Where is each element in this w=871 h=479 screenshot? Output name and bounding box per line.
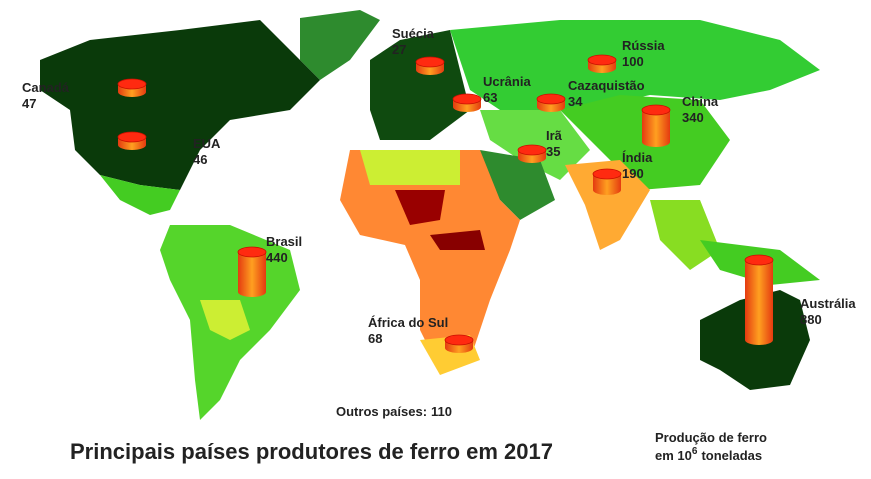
coin-bottom (238, 263, 266, 273)
coin-bottom (238, 279, 266, 289)
coin-bottom (745, 271, 773, 281)
coin-bottom (588, 63, 616, 73)
coin-bottom (745, 311, 773, 321)
note-prefix: em 10 (655, 448, 692, 463)
coin-stack (452, 93, 482, 112)
coin-bottom (745, 263, 773, 273)
coin-top (444, 334, 474, 346)
coin-stack (444, 334, 474, 353)
country-value: 46 (193, 152, 207, 167)
note-line2: em 106 toneladas (655, 446, 762, 463)
country-name: EUA (193, 136, 221, 151)
coin-bottom (453, 102, 481, 112)
coin-bottom (593, 177, 621, 187)
coin-bottom (118, 140, 146, 150)
coin-top (536, 93, 566, 105)
country-value: 440 (266, 250, 288, 265)
country-value: 34 (568, 94, 583, 109)
coin-top (117, 78, 147, 90)
coin-bottom (745, 319, 773, 329)
others-value: 110 (431, 404, 452, 419)
coin-bottom (642, 129, 670, 139)
country-name: Austrália (800, 296, 856, 311)
coin-bottom (518, 153, 546, 163)
country-value: 47 (22, 96, 36, 111)
coin-stack (641, 104, 671, 147)
others-label: Outros países: (336, 404, 427, 419)
coin-bottom (745, 287, 773, 297)
country-name: Ucrânia (483, 74, 531, 89)
coin-top (415, 56, 445, 68)
coin-bottom (416, 65, 444, 75)
coin-bottom (238, 255, 266, 265)
country-name: Suécia (392, 26, 435, 41)
coin-top (744, 254, 774, 266)
coin-bottom (593, 185, 621, 195)
coin-top (641, 104, 671, 116)
country-value: 190 (622, 166, 644, 181)
note-exponent: 6 (692, 446, 698, 457)
coin-top (237, 246, 267, 258)
coin-stack (517, 144, 547, 163)
coin-bottom (238, 287, 266, 297)
coin-top (517, 144, 547, 156)
country-value: 68 (368, 331, 382, 346)
country-value: 27 (392, 42, 406, 57)
coin-bottom (642, 113, 670, 123)
coin-top (592, 168, 622, 180)
coin-bottom (745, 303, 773, 313)
coin-stack (536, 93, 566, 112)
coin-stack (744, 254, 774, 345)
country-value: 63 (483, 90, 497, 105)
coin-bottom (745, 327, 773, 337)
country-name: Cazaquistão (568, 78, 645, 93)
coin-stack (587, 54, 617, 73)
coin-bottom (118, 87, 146, 97)
country-name: África do Sul (368, 315, 448, 330)
coin-stack (117, 78, 147, 97)
coin-bottom (642, 121, 670, 131)
country-name: Rússia (622, 38, 665, 53)
coin-top (117, 131, 147, 143)
coin-bottom (642, 137, 670, 147)
coin-bottom (238, 271, 266, 281)
coin-stack (237, 246, 267, 297)
country-name: Irã (546, 128, 563, 143)
coin-bottom (445, 343, 473, 353)
note-suffix: toneladas (701, 448, 762, 463)
coin-bottom (745, 335, 773, 345)
country-name: Índia (622, 150, 653, 165)
coin-stack (415, 56, 445, 75)
coin-bottom (537, 102, 565, 112)
country-value: 340 (682, 110, 704, 125)
note-line1: Produção de ferro (655, 430, 767, 445)
country-name: Brasil (266, 234, 302, 249)
coin-stack (117, 131, 147, 150)
title: Principais países produtores de ferro em… (70, 439, 553, 464)
country-value: 35 (546, 144, 560, 159)
country-value: 880 (800, 312, 822, 327)
country-value: 100 (622, 54, 644, 69)
coin-bottom (745, 279, 773, 289)
country-name: China (682, 94, 719, 109)
coin-top (587, 54, 617, 66)
country-name: Canadá (22, 80, 70, 95)
coin-top (452, 93, 482, 105)
coin-bottom (745, 295, 773, 305)
coin-stack (592, 168, 622, 195)
